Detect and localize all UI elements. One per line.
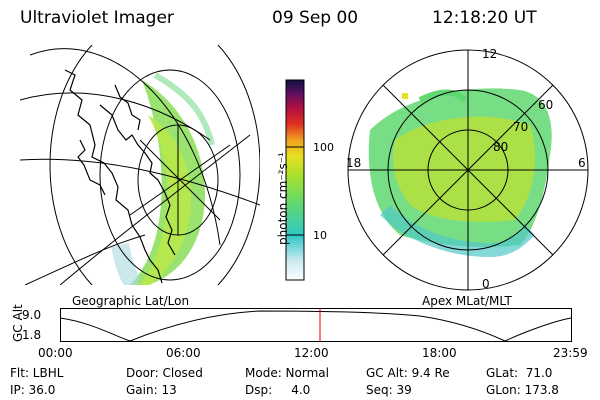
colorbar <box>285 79 305 281</box>
info-dsp: Dsp: 4.0 <box>245 383 311 397</box>
colorbar-unit-label: photon cm⁻²s⁻¹ <box>276 152 290 245</box>
geo-graticule <box>20 45 260 285</box>
info-gc-alt: GC Alt: 9.4 Re <box>366 366 450 380</box>
mlat-label-60: 60 <box>538 98 554 112</box>
geographic-map <box>20 45 260 285</box>
timeline-ytick-max: 9.0 <box>22 308 42 322</box>
timeline-xtick-2359: 23:59 <box>553 346 588 360</box>
mlt-label-6: 6 <box>578 156 586 170</box>
info-filter: Flt: LBHL <box>10 366 64 380</box>
coastline <box>64 69 176 284</box>
altitude-timeline <box>59 308 572 342</box>
mlat-label-80: 80 <box>493 140 509 154</box>
mlt-label-0: 0 <box>482 277 490 291</box>
info-glon: GLon: 173.8 <box>486 383 559 397</box>
info-gain: Gain: 13 <box>126 383 177 397</box>
timeline-ytick-min: 1.8 <box>22 328 42 342</box>
altitude-curve <box>59 310 572 342</box>
timeline-xtick-0000: 00:00 <box>38 346 73 360</box>
colorbar-tick-100: 100 <box>313 141 334 154</box>
mlat-label-70: 70 <box>513 120 529 134</box>
mlt-label-12: 12 <box>482 47 498 61</box>
timeline-xtick-0600: 06:00 <box>166 346 201 360</box>
timeline-xtick-1800: 18:00 <box>422 346 457 360</box>
date-label: 09 Sep 00 <box>272 8 359 28</box>
polar-map <box>347 49 589 291</box>
app-title: Ultraviolet Imager <box>20 8 174 28</box>
info-glat: GLat: 71.0 <box>486 366 553 380</box>
mlt-label-18: 18 <box>346 156 362 170</box>
time-label: 12:18:20 UT <box>432 8 537 28</box>
timeline-xtick-1200: 12:00 <box>294 346 329 360</box>
apex-panel-label: Apex MLat/MLT <box>422 294 512 308</box>
info-mode: Mode: Normal <box>245 366 329 380</box>
polar-graticule <box>347 49 589 291</box>
colorbar-tick-10: 10 <box>313 229 327 242</box>
info-ip: IP: 36.0 <box>10 383 56 397</box>
info-door: Door: Closed <box>126 366 203 380</box>
geo-panel-label: Geographic Lat/Lon <box>72 294 190 308</box>
info-seq: Seq: 39 <box>366 383 412 397</box>
